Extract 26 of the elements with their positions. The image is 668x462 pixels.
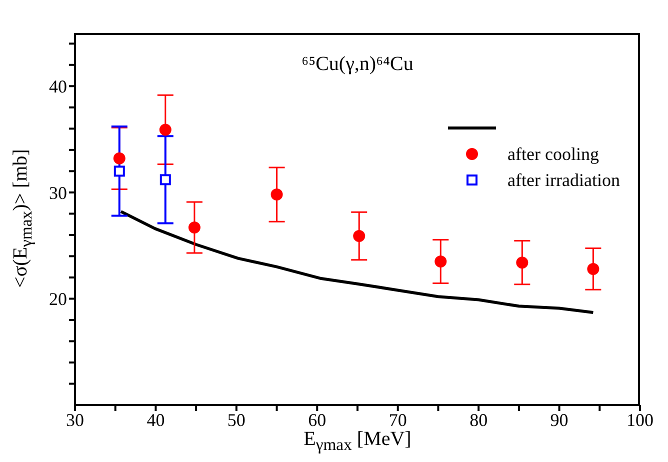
legend-label: after cooling bbox=[508, 144, 600, 164]
x-tick-label: 60 bbox=[308, 410, 326, 430]
point bbox=[188, 222, 200, 234]
y-tick-label: 40 bbox=[49, 76, 67, 97]
point bbox=[353, 230, 366, 242]
point bbox=[434, 256, 447, 268]
y-tick-label: 30 bbox=[49, 182, 67, 203]
point bbox=[270, 188, 283, 201]
x-tick-label: 80 bbox=[470, 410, 488, 430]
x-tick-label: 100 bbox=[626, 410, 654, 430]
x-tick-label: 90 bbox=[550, 410, 568, 430]
x-tick-label: 40 bbox=[146, 410, 165, 430]
point bbox=[114, 166, 125, 177]
x-tick-label: 30 bbox=[66, 410, 84, 430]
text: ⁶⁵Cu(γ,n)⁶⁴Cu bbox=[300, 53, 414, 76]
point bbox=[113, 152, 126, 164]
y-tick-label: 20 bbox=[49, 289, 67, 310]
point bbox=[516, 256, 528, 269]
point bbox=[587, 262, 600, 275]
point bbox=[160, 174, 171, 186]
legend-label: after irradiation bbox=[508, 170, 620, 190]
x-tick-label: 70 bbox=[388, 410, 407, 430]
x-axis-title: E$_{γmax}$ [MeV] bbox=[302, 428, 412, 455]
point bbox=[159, 124, 172, 136]
line-series bbox=[120, 210, 595, 314]
x-tick-label: 50 bbox=[227, 410, 246, 430]
